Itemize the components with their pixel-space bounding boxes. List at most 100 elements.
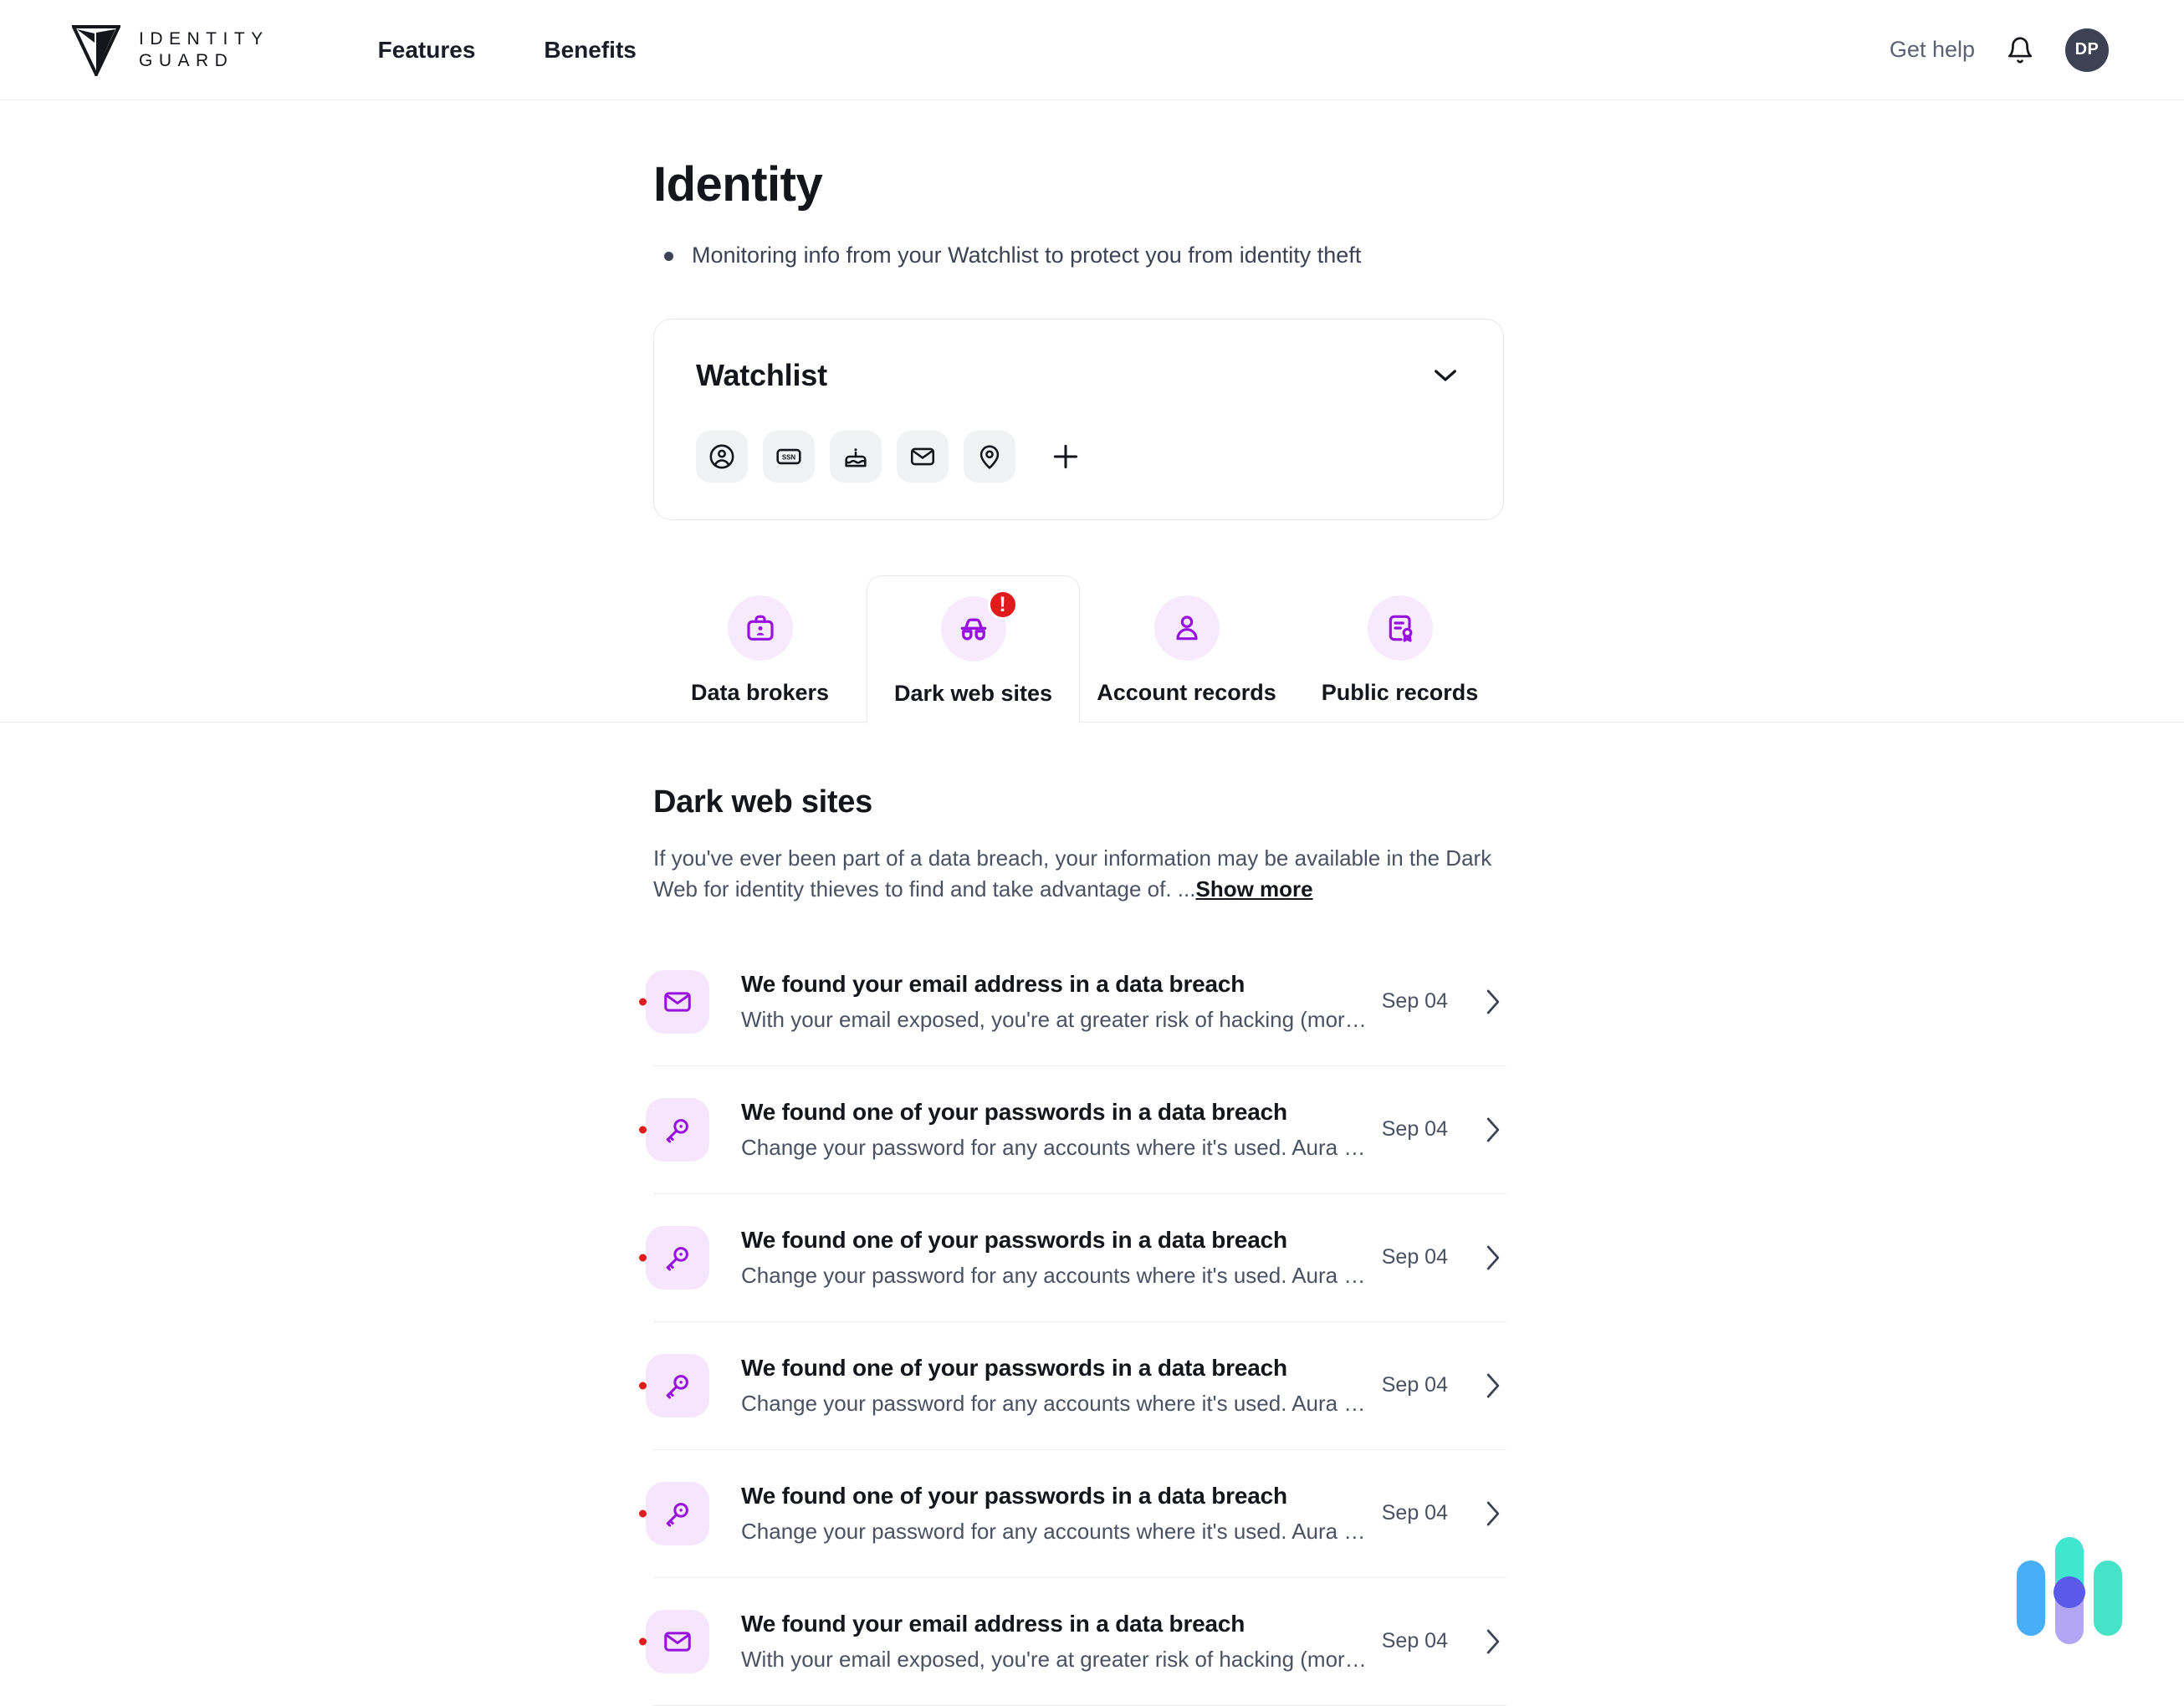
bell-icon <box>2006 35 2034 65</box>
nav-item-features[interactable]: Features <box>378 37 476 64</box>
tab-data-brokers[interactable]: Data brokers <box>653 575 867 723</box>
tab-alert-badge: ! <box>988 590 1018 620</box>
tab-icon-holder <box>728 595 793 661</box>
tabs-section: Data brokers ! Dark web sites <box>0 575 2184 723</box>
tab-label: Public records <box>1322 680 1479 706</box>
tab-bar: Data brokers ! Dark web sites <box>653 575 1506 723</box>
chevron-right-icon <box>1485 1116 1501 1143</box>
watchlist-chip-name[interactable] <box>696 431 748 483</box>
user-avatar[interactable]: DP <box>2065 28 2109 72</box>
alert-row[interactable]: We found one of your passwords in a data… <box>653 1194 1506 1322</box>
alert-open-button[interactable] <box>1485 1116 1501 1143</box>
ssn-card-icon: SSN <box>775 442 803 471</box>
alert-title: We found one of your passwords in a data… <box>741 1227 1382 1254</box>
alert-icon-wrap <box>646 1226 709 1290</box>
unread-dot-icon <box>639 1254 647 1261</box>
certificate-icon <box>1384 611 1417 645</box>
tab-icon-holder <box>1154 595 1220 661</box>
tab-public-records[interactable]: Public records <box>1293 575 1506 723</box>
key-icon <box>662 1242 693 1274</box>
nav-item-benefits[interactable]: Benefits <box>544 37 636 64</box>
watchlist-header[interactable]: Watchlist <box>696 358 1461 393</box>
alert-subtitle: With your email exposed, you're at great… <box>741 1647 1367 1673</box>
unread-dot-icon <box>639 1126 647 1133</box>
section-title: Dark web sites <box>653 784 1506 820</box>
chevron-right-icon <box>1485 1372 1501 1399</box>
watchlist-chip-email[interactable] <box>897 431 949 483</box>
alert-open-button[interactable] <box>1485 1500 1501 1527</box>
main-nav: Features Benefits <box>378 37 637 64</box>
alert-text: We found one of your passwords in a data… <box>741 1483 1382 1545</box>
alert-row[interactable]: We found one of your passwords in a data… <box>653 1066 1506 1194</box>
alert-date: Sep 04 <box>1382 989 1448 1014</box>
alert-subtitle: Change your password for any accounts wh… <box>741 1391 1367 1417</box>
location-pin-icon <box>975 442 1004 471</box>
watchlist-chip-dob[interactable] <box>830 431 882 483</box>
alert-date: Sep 04 <box>1382 1117 1448 1142</box>
page-body: Identity Monitoring info from your Watch… <box>0 100 2184 1706</box>
get-help-link[interactable]: Get help <box>1890 37 1975 63</box>
key-icon <box>662 1114 693 1146</box>
alert-subtitle: Change your password for any accounts wh… <box>741 1519 1367 1545</box>
alert-open-button[interactable] <box>1485 1372 1501 1399</box>
alert-date: Sep 04 <box>1382 1629 1448 1653</box>
birthday-cake-icon <box>841 442 870 471</box>
tab-icon-holder: ! <box>941 596 1006 661</box>
watchlist-chip-list: SSN <box>696 431 1461 483</box>
alert-icon-wrap <box>646 1610 709 1673</box>
alert-title: We found one of your passwords in a data… <box>741 1099 1382 1126</box>
alert-title: We found one of your passwords in a data… <box>741 1355 1382 1382</box>
alert-subtitle: Change your password for any accounts wh… <box>741 1135 1367 1161</box>
briefcase-person-icon <box>744 611 777 645</box>
alert-text: We found one of your passwords in a data… <box>741 1227 1382 1289</box>
alert-open-button[interactable] <box>1485 988 1501 1015</box>
alert-list: We found your email address in a data br… <box>653 938 1506 1706</box>
envelope-icon <box>662 986 693 1018</box>
watchlist-add-button[interactable] <box>1041 432 1091 482</box>
alert-title: We found one of your passwords in a data… <box>741 1483 1382 1509</box>
alert-title: We found your email address in a data br… <box>741 971 1382 998</box>
chevron-down-icon <box>1433 368 1458 383</box>
alert-subtitle: Change your password for any accounts wh… <box>741 1263 1367 1289</box>
watchlist-chip-ssn[interactable]: SSN <box>763 431 815 483</box>
unread-dot-icon <box>639 1637 647 1645</box>
assistant-widget[interactable] <box>2012 1529 2129 1654</box>
tab-icon-wrap <box>1368 595 1433 661</box>
assistant-widget-icon <box>2012 1529 2129 1654</box>
tab-account-records[interactable]: Account records <box>1080 575 1293 723</box>
unread-dot-icon <box>639 998 647 1005</box>
tab-label: Account records <box>1097 680 1276 706</box>
tab-icon-wrap <box>728 595 793 661</box>
alert-row[interactable]: We found one of your passwords in a data… <box>653 1322 1506 1450</box>
alert-row[interactable]: We found one of your passwords in a data… <box>653 1450 1506 1578</box>
dark-web-section: Dark web sites If you've ever been part … <box>653 784 1506 1706</box>
chevron-right-icon <box>1485 988 1501 1015</box>
brand-line-1: IDENTITY <box>139 30 269 48</box>
alert-row[interactable]: We found your email address in a data br… <box>653 938 1506 1066</box>
alert-row[interactable]: We found your email address in a data br… <box>653 1578 1506 1706</box>
page-subtitle: Monitoring info from your Watchlist to p… <box>664 241 1506 270</box>
watchlist-chip-address[interactable] <box>964 431 1015 483</box>
header-actions: Get help DP <box>1890 28 2109 72</box>
unread-dot-icon <box>639 1509 647 1517</box>
alert-text: We found one of your passwords in a data… <box>741 1355 1382 1417</box>
show-more-link[interactable]: Show more <box>1195 876 1312 902</box>
brand-wordmark: IDENTITY GUARD <box>139 30 269 69</box>
svg-text:SSN: SSN <box>782 453 796 461</box>
alert-icon-wrap <box>646 1482 709 1545</box>
tab-dark-web-sites[interactable]: ! Dark web sites <box>867 575 1080 723</box>
tab-icon-holder <box>1368 595 1433 661</box>
alert-open-button[interactable] <box>1485 1244 1501 1271</box>
notifications-button[interactable] <box>2003 33 2037 67</box>
tab-icon-wrap <box>1154 595 1220 661</box>
bullet-icon <box>664 252 673 261</box>
alert-icon-wrap <box>646 1098 709 1162</box>
watchlist-collapse-button[interactable] <box>1430 360 1461 391</box>
brand-logo[interactable]: IDENTITY GUARD <box>72 24 269 76</box>
key-icon <box>662 1498 693 1530</box>
content-column: Identity Monitoring info from your Watch… <box>653 156 1506 520</box>
page-subtitle-text: Monitoring info from your Watchlist to p… <box>692 241 1361 270</box>
watchlist-card: Watchlist <box>653 319 1504 520</box>
tab-label: Dark web sites <box>894 681 1052 707</box>
alert-open-button[interactable] <box>1485 1628 1501 1655</box>
